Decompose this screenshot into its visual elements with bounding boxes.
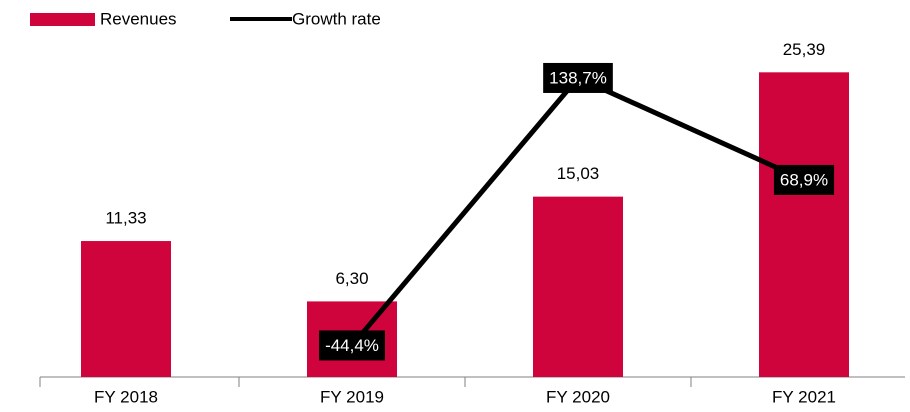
data-label: -44,4% (325, 336, 379, 355)
legend-label: Revenues (100, 9, 177, 28)
legend-swatch (30, 13, 95, 26)
data-label: 138,7% (549, 68, 607, 87)
x-tick-label: FY 2021 (772, 387, 836, 406)
bar (533, 196, 623, 377)
bar (759, 72, 849, 377)
x-tick-label: FY 2020 (546, 387, 610, 406)
data-label-box (543, 62, 613, 93)
data-label-box (319, 330, 385, 361)
data-label: 11,33 (105, 209, 146, 228)
data-label: 68,9% (780, 170, 828, 189)
x-tick-label: FY 2019 (320, 387, 384, 406)
data-label: 25,39 (783, 40, 826, 59)
bar (81, 241, 171, 377)
data-label: 6,30 (335, 269, 368, 288)
data-label-box (773, 164, 835, 195)
data-label: 15,03 (557, 164, 600, 183)
legend-label: Growth rate (292, 9, 381, 28)
x-tick-label: FY 2018 (94, 387, 158, 406)
